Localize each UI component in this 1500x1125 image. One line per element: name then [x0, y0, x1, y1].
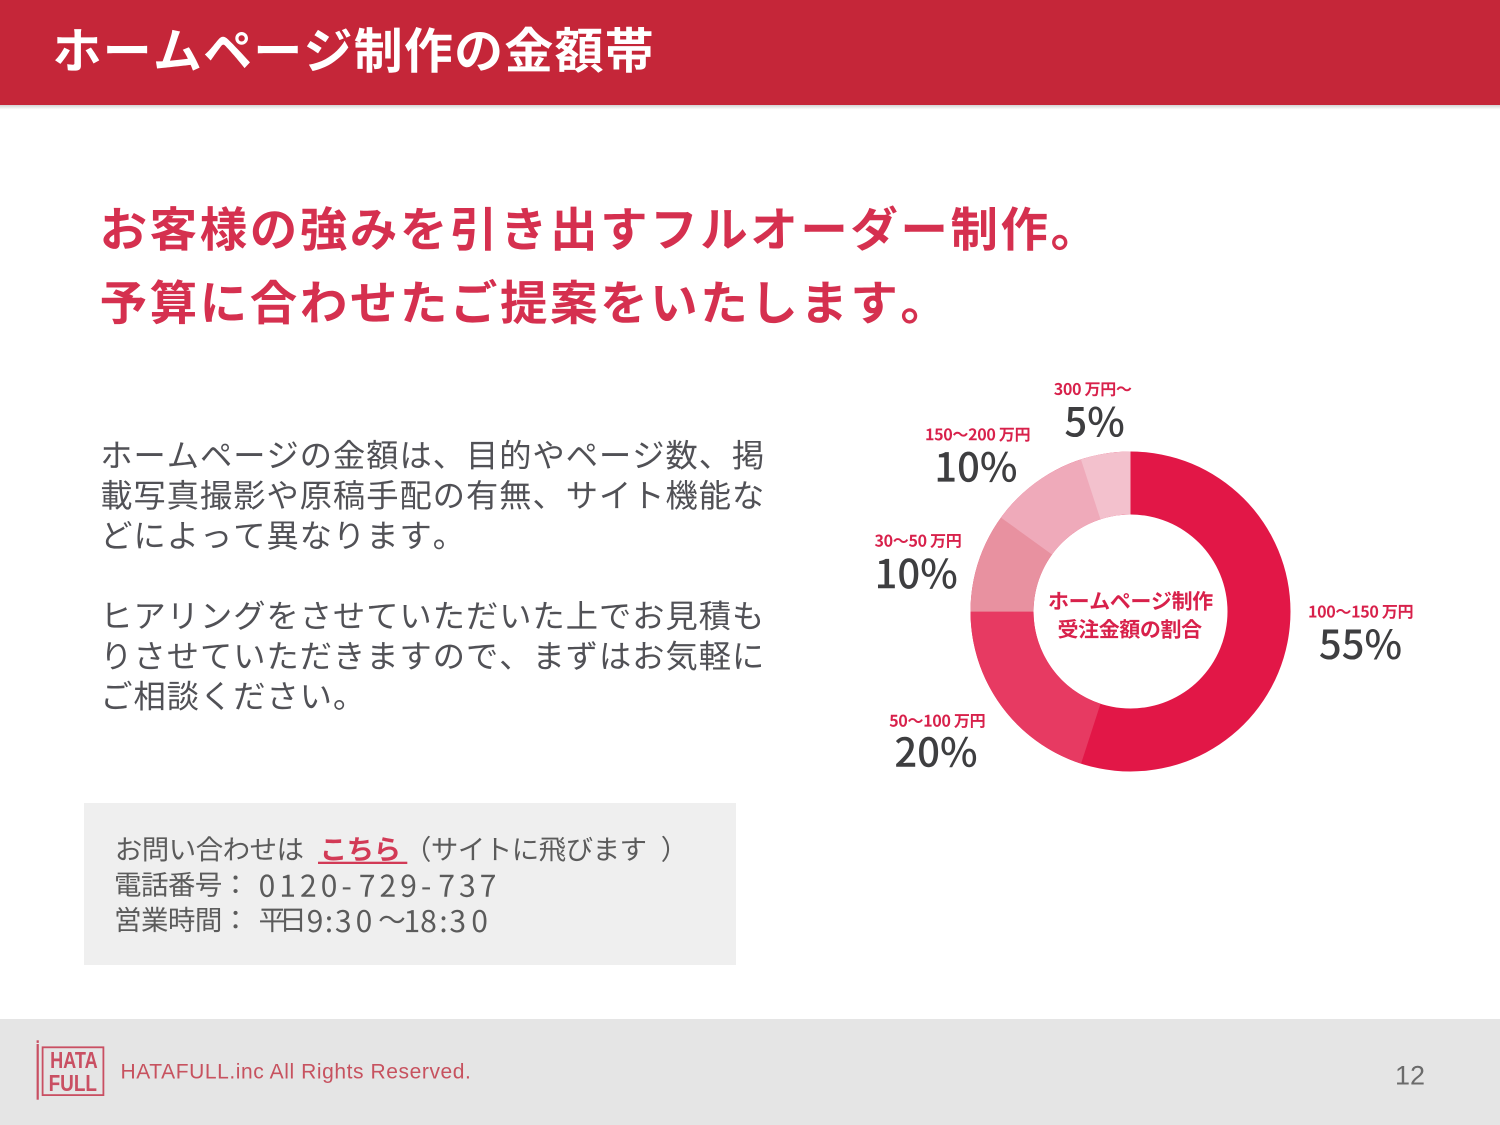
svg-text:12: 12 — [1395, 1061, 1425, 1091]
svg-text:HATAFULL.inc All Rights Reserv: HATAFULL.inc All Rights Reserved. — [121, 1060, 472, 1083]
svg-text:FULL: FULL — [49, 1070, 97, 1096]
svg-text:HATA: HATA — [50, 1047, 98, 1073]
